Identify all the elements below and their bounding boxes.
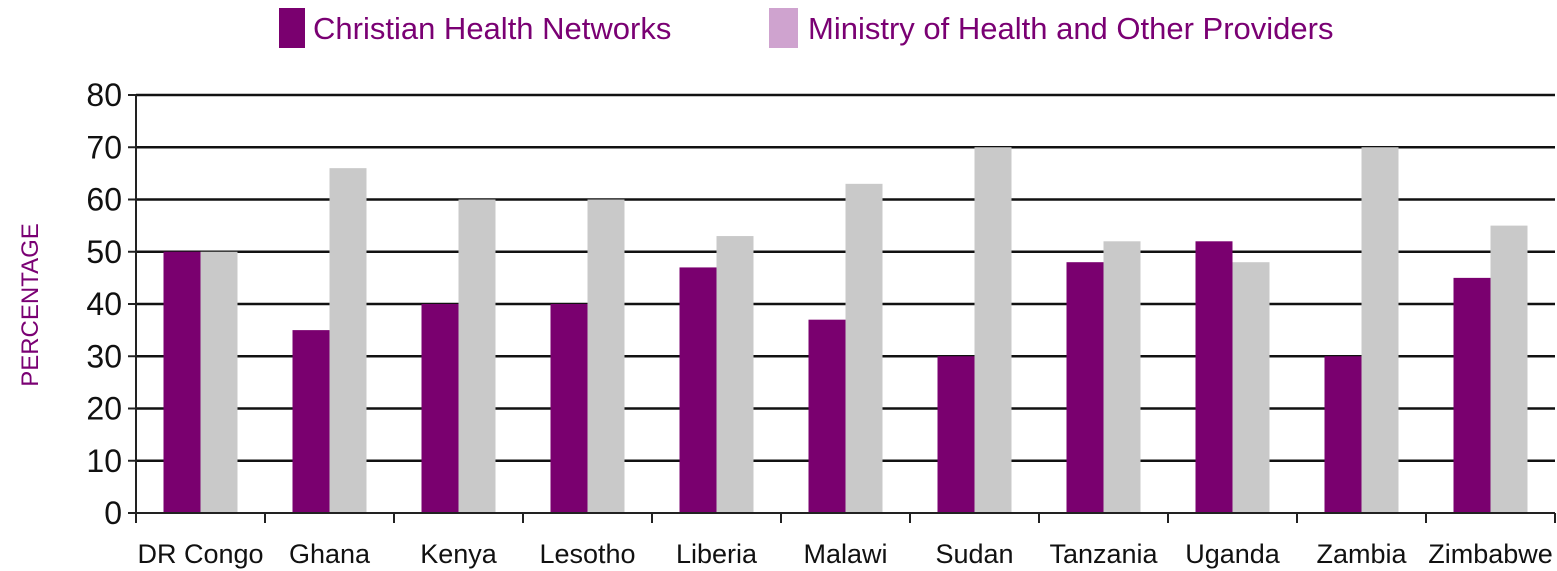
bar-ministry-of-health-and-other-providers-zimbabwe [1490, 225, 1528, 513]
bars [163, 147, 1528, 514]
bar-ministry-of-health-and-other-providers-ghana [329, 168, 367, 513]
legend: Christian Health Networks Ministry of He… [279, 8, 1334, 48]
legend-label-ministry-of-health: Ministry of Health and Other Providers [808, 11, 1334, 46]
x-tick-label: Ghana [289, 539, 371, 569]
x-tick-label: Kenya [420, 539, 498, 569]
bar-ministry-of-health-and-other-providers-liberia [716, 236, 754, 513]
bar-ministry-of-health-and-other-providers-tanzania [1103, 241, 1141, 514]
y-tick-label: 10 [86, 443, 122, 479]
bar-ministry-of-health-and-other-providers-malawi [845, 183, 883, 513]
bar-ministry-of-health-and-other-providers-sudan [974, 147, 1012, 513]
x-tick-label: Zimbabwe [1428, 539, 1553, 569]
bar-christian-health-networks-malawi [808, 319, 846, 513]
bar-christian-health-networks-zimbabwe [1453, 277, 1491, 513]
y-tick-label: 80 [86, 77, 122, 113]
bar-christian-health-networks-zambia [1324, 356, 1362, 513]
x-ticks [135, 513, 1556, 523]
bar-christian-health-networks-liberia [679, 267, 717, 513]
y-tick-label: 70 [86, 129, 122, 165]
bar-ministry-of-health-and-other-providers-kenya [458, 199, 496, 513]
bar-christian-health-networks-lesotho [550, 304, 588, 513]
y-tick-label: 0 [104, 495, 122, 531]
y-tick-label: 20 [86, 391, 122, 427]
bar-christian-health-networks-sudan [937, 356, 975, 513]
x-tick-labels: DR Congo Ghana Kenya Lesotho Liberia Malawi Su… [137, 539, 1552, 569]
y-tick-label: 60 [86, 182, 122, 218]
x-tick-label: Sudan [935, 539, 1013, 569]
legend-label-christian-health-networks: Christian Health Networks [313, 11, 671, 46]
y-tick-label: 30 [86, 338, 122, 374]
x-tick-label: Uganda [1185, 539, 1281, 569]
x-tick-label: Lesotho [539, 539, 635, 569]
x-tick-label: DR Congo [137, 539, 263, 569]
y-axis-title: PERCENTAGE [17, 223, 44, 387]
bar-ministry-of-health-and-other-providers-zambia [1361, 147, 1399, 513]
bar-christian-health-networks-dr-congo [163, 251, 201, 513]
y-tick-labels: 0 10 20 30 40 50 60 70 80 [86, 77, 122, 531]
bar-christian-health-networks-uganda [1195, 241, 1233, 514]
x-tick-label: Liberia [676, 539, 758, 569]
bar-ministry-of-health-and-other-providers-lesotho [587, 199, 625, 513]
bar-christian-health-networks-tanzania [1066, 262, 1104, 513]
legend-swatch-christian-health-networks [279, 8, 305, 48]
bar-ministry-of-health-and-other-providers-dr-congo [200, 251, 238, 513]
bar-ministry-of-health-and-other-providers-uganda [1232, 262, 1270, 513]
y-tick-label: 50 [86, 234, 122, 270]
legend-swatch-ministry-of-health [769, 8, 798, 48]
x-tick-label: Zambia [1316, 539, 1407, 569]
bar-christian-health-networks-kenya [421, 304, 459, 513]
y-tick-label: 40 [86, 286, 122, 322]
bar-christian-health-networks-ghana [292, 330, 330, 513]
x-tick-label: Malawi [803, 539, 887, 569]
x-tick-label: Tanzania [1049, 539, 1158, 569]
